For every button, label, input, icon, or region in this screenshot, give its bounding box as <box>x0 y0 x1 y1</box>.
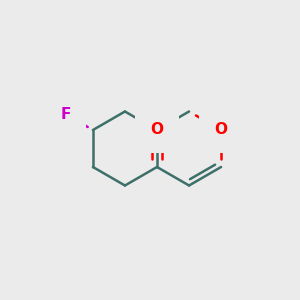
Text: O: O <box>214 122 228 137</box>
Text: F: F <box>61 107 71 122</box>
Text: O: O <box>151 122 164 137</box>
